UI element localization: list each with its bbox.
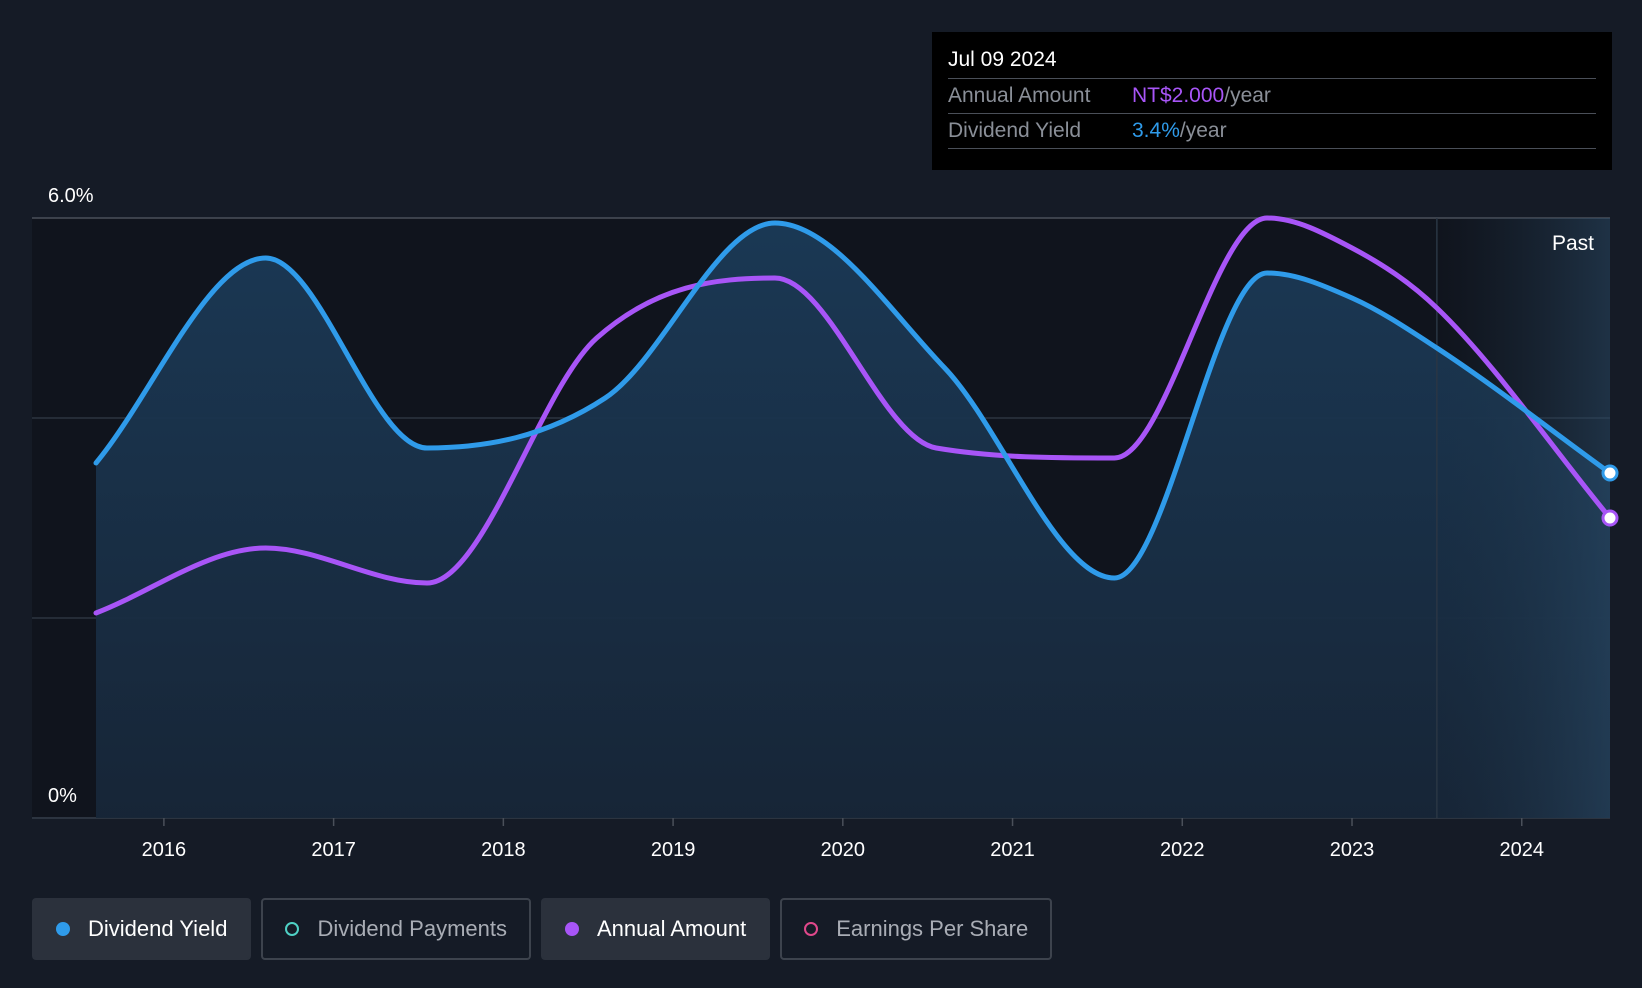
x-axis: 2016 2017 2018 2019 2020 2021 2022 2023 2024	[142, 818, 1544, 861]
x-tick-label: 2018	[481, 839, 526, 861]
tooltip-unit: /year	[1224, 84, 1271, 107]
x-tick-label: 2020	[821, 839, 866, 861]
annual-amount-dot-icon	[564, 922, 579, 936]
tooltip-row-dividend-yield: Dividend Yield 3.4% /year	[948, 113, 1596, 149]
legend-label: Dividend Yield	[88, 916, 228, 941]
tooltip: Jul 09 2024 Annual Amount NT$2.000 /year…	[932, 32, 1612, 170]
legend-label: Earnings Per Share	[836, 916, 1029, 941]
x-tick-label: 2024	[1499, 839, 1544, 861]
dividend-payments-ring-icon	[285, 922, 300, 936]
annual-amount-line	[93, 215, 1613, 616]
legend-dividend-yield[interactable]: Dividend Yield	[32, 898, 252, 960]
dividend-yield-area	[96, 223, 1610, 818]
x-tick-label: 2016	[142, 839, 187, 861]
dividend-yield-line	[93, 220, 1613, 581]
y-tick-label-bottom: 0%	[48, 785, 77, 807]
legend: Dividend Yield Dividend Payments Annual …	[32, 898, 1062, 960]
dividend-yield-end-point	[1601, 464, 1619, 482]
tooltip-date: Jul 09 2024	[948, 48, 1057, 71]
tooltip-value: 3.4%	[1132, 119, 1180, 142]
dividend-yield-dot-icon	[56, 922, 70, 936]
tooltip-value: NT$2.000	[1132, 84, 1225, 107]
legend-label: Annual Amount	[596, 916, 747, 941]
x-tick-label: 2019	[651, 839, 696, 861]
x-tick-label: 2021	[990, 839, 1035, 861]
past-label: Past	[1552, 232, 1594, 255]
tooltip-label: Dividend Yield	[948, 119, 1082, 142]
tooltip-row-annual-amount: Annual Amount NT$2.000 /year	[948, 78, 1596, 113]
legend-annual-amount[interactable]: Annual Amount	[540, 898, 771, 960]
legend-label: Dividend Payments	[317, 916, 507, 941]
earnings-per-share-ring-icon	[804, 922, 819, 936]
past-region	[1436, 218, 1610, 818]
x-tick-label: 2017	[311, 839, 356, 861]
annual-amount-end-point	[1601, 509, 1619, 527]
x-tick-label: 2022	[1160, 839, 1205, 861]
tooltip-label: Annual Amount	[948, 84, 1091, 107]
legend-dividend-payments[interactable]: Dividend Payments	[261, 898, 531, 960]
tooltip-unit: /year	[1179, 119, 1227, 142]
legend-earnings-per-share[interactable]: Earnings Per Share	[780, 898, 1053, 960]
x-tick-label: 2023	[1330, 839, 1375, 861]
y-tick-label-top: 6.0%	[48, 185, 94, 207]
